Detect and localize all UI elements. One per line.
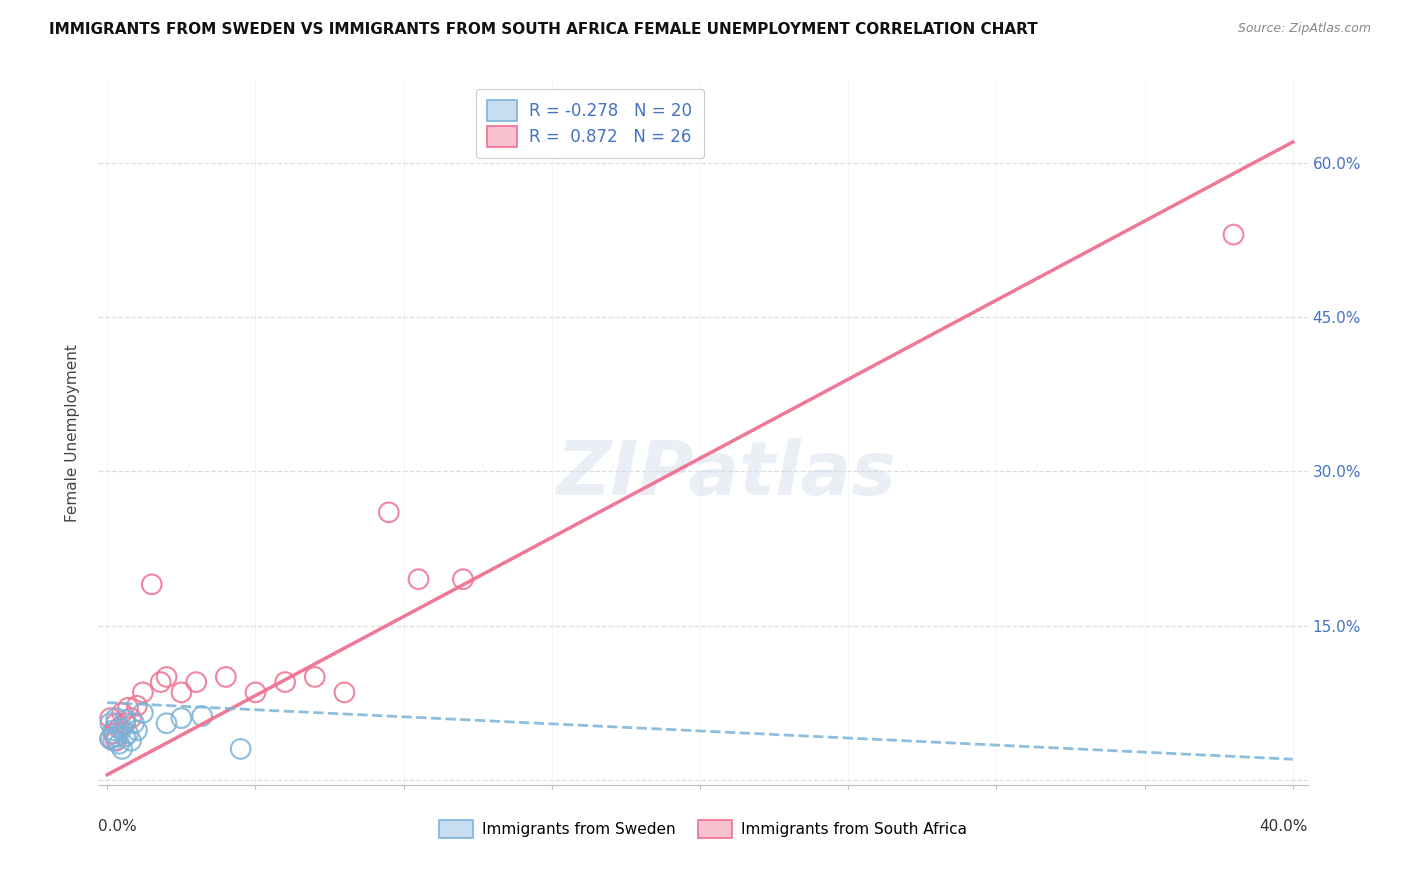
Point bbox=[378, 505, 401, 519]
Point bbox=[125, 698, 148, 713]
Point bbox=[155, 670, 177, 684]
Text: IMMIGRANTS FROM SWEDEN VS IMMIGRANTS FROM SOUTH AFRICA FEMALE UNEMPLOYMENT CORRE: IMMIGRANTS FROM SWEDEN VS IMMIGRANTS FRO… bbox=[49, 22, 1038, 37]
Point bbox=[98, 731, 121, 746]
Point bbox=[333, 685, 356, 699]
Point bbox=[1222, 227, 1244, 242]
Point bbox=[98, 711, 121, 725]
Point bbox=[274, 675, 297, 690]
Point bbox=[105, 730, 128, 744]
Point bbox=[304, 670, 326, 684]
Point bbox=[120, 733, 142, 747]
Point bbox=[117, 726, 139, 740]
Point bbox=[103, 733, 125, 747]
Point bbox=[125, 723, 148, 738]
Point bbox=[111, 706, 134, 720]
Point bbox=[108, 722, 131, 736]
Point bbox=[155, 716, 177, 731]
Legend: Immigrants from Sweden, Immigrants from South Africa: Immigrants from Sweden, Immigrants from … bbox=[433, 814, 973, 844]
Point bbox=[111, 722, 134, 736]
Point bbox=[111, 742, 134, 756]
Text: Source: ZipAtlas.com: Source: ZipAtlas.com bbox=[1237, 22, 1371, 36]
Point bbox=[105, 711, 128, 725]
Point bbox=[98, 716, 121, 731]
Point bbox=[117, 701, 139, 715]
Text: 40.0%: 40.0% bbox=[1260, 819, 1308, 834]
Point bbox=[215, 670, 238, 684]
Point bbox=[141, 577, 163, 591]
Point bbox=[120, 711, 142, 725]
Point bbox=[108, 737, 131, 751]
Text: ZIPatlas: ZIPatlas bbox=[557, 438, 897, 511]
Point bbox=[132, 706, 155, 720]
Point bbox=[245, 685, 267, 699]
Point bbox=[105, 716, 128, 731]
Point bbox=[122, 716, 145, 731]
Point bbox=[105, 733, 128, 747]
Point bbox=[98, 731, 121, 746]
Point bbox=[229, 742, 252, 756]
Point bbox=[451, 572, 474, 586]
Point bbox=[149, 675, 172, 690]
Point bbox=[408, 572, 430, 586]
Point bbox=[170, 685, 193, 699]
Point bbox=[191, 709, 214, 723]
Point bbox=[103, 723, 125, 738]
Point bbox=[170, 711, 193, 725]
Text: 0.0%: 0.0% bbox=[98, 819, 138, 834]
Point bbox=[186, 675, 208, 690]
Point bbox=[114, 730, 136, 744]
Point bbox=[132, 685, 155, 699]
Point bbox=[103, 726, 125, 740]
Point bbox=[114, 716, 136, 731]
Point bbox=[114, 713, 136, 727]
Y-axis label: Female Unemployment: Female Unemployment bbox=[65, 343, 80, 522]
